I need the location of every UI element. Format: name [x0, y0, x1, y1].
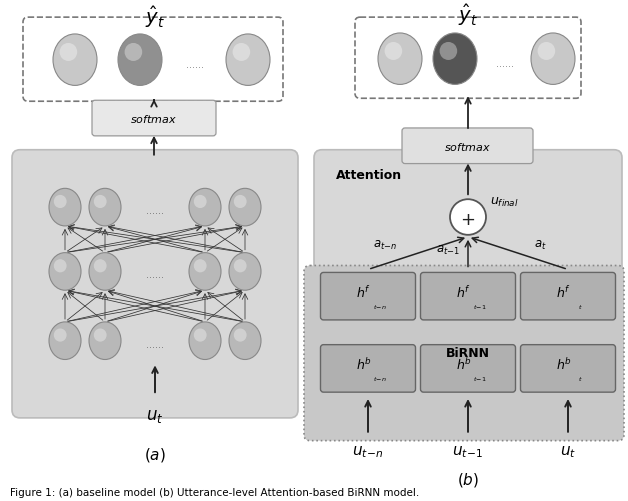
Circle shape	[450, 200, 486, 235]
Ellipse shape	[234, 329, 247, 342]
Text: $h^f$: $h^f$	[556, 285, 571, 301]
Text: Figure 1: (a) baseline model (b) Utterance-level Attention-based BiRNN model.: Figure 1: (a) baseline model (b) Utteran…	[10, 487, 420, 497]
FancyBboxPatch shape	[320, 273, 416, 320]
FancyBboxPatch shape	[402, 129, 533, 164]
Text: $_{t\!-\!1}$: $_{t\!-\!1}$	[473, 302, 487, 311]
Ellipse shape	[189, 253, 221, 291]
Text: $u_{final}$: $u_{final}$	[490, 195, 519, 208]
Text: ......: ......	[186, 60, 204, 70]
FancyBboxPatch shape	[421, 345, 516, 392]
Text: $_{t\!-\!1}$: $_{t\!-\!1}$	[473, 374, 487, 383]
FancyBboxPatch shape	[521, 273, 615, 320]
Ellipse shape	[54, 260, 67, 273]
Ellipse shape	[94, 329, 107, 342]
Ellipse shape	[94, 195, 107, 208]
Text: $h^f$: $h^f$	[457, 285, 472, 301]
Ellipse shape	[89, 189, 121, 226]
Text: $h^b$: $h^b$	[456, 357, 472, 373]
Text: $(b)$: $(b)$	[457, 470, 479, 488]
Text: $u_{t\!-\!1}$: $u_{t\!-\!1}$	[452, 444, 484, 459]
Ellipse shape	[194, 260, 207, 273]
Text: ......: ......	[146, 270, 164, 280]
Ellipse shape	[89, 322, 121, 360]
FancyBboxPatch shape	[421, 273, 516, 320]
Ellipse shape	[54, 329, 67, 342]
Ellipse shape	[54, 195, 67, 208]
Text: ......: ......	[146, 339, 164, 349]
Text: +: +	[460, 210, 475, 228]
Ellipse shape	[531, 34, 575, 85]
Text: $h^b$: $h^b$	[356, 357, 372, 373]
FancyBboxPatch shape	[314, 150, 622, 359]
Ellipse shape	[384, 43, 402, 61]
Text: $softmax$: $softmax$	[131, 113, 178, 125]
Ellipse shape	[189, 322, 221, 360]
Ellipse shape	[378, 34, 422, 85]
Ellipse shape	[124, 44, 142, 62]
Ellipse shape	[229, 189, 261, 226]
FancyBboxPatch shape	[92, 101, 216, 137]
Ellipse shape	[433, 34, 477, 85]
Text: BiRNN: BiRNN	[446, 346, 490, 359]
Ellipse shape	[49, 189, 81, 226]
Ellipse shape	[194, 329, 207, 342]
Text: $softmax$: $softmax$	[445, 140, 492, 152]
Ellipse shape	[234, 195, 247, 208]
Text: $_{t\!-\!n}$: $_{t\!-\!n}$	[373, 302, 387, 311]
Ellipse shape	[229, 322, 261, 360]
Ellipse shape	[234, 260, 247, 273]
FancyBboxPatch shape	[355, 18, 581, 99]
Ellipse shape	[49, 253, 81, 291]
Text: $h^b$: $h^b$	[556, 357, 572, 373]
Ellipse shape	[53, 35, 97, 86]
Text: $(a)$: $(a)$	[144, 445, 166, 463]
Text: $\hat{y}_t$: $\hat{y}_t$	[458, 2, 478, 28]
Text: $a_{t\!-\!1}$: $a_{t\!-\!1}$	[436, 243, 460, 257]
Ellipse shape	[194, 195, 207, 208]
Ellipse shape	[89, 253, 121, 291]
Ellipse shape	[49, 322, 81, 360]
Text: $a_{t\!-\!n}$: $a_{t\!-\!n}$	[373, 238, 398, 252]
Text: ......: ......	[146, 206, 164, 215]
FancyBboxPatch shape	[521, 345, 615, 392]
Ellipse shape	[94, 260, 107, 273]
Text: $_t$: $_t$	[578, 374, 582, 383]
Text: $u_t$: $u_t$	[146, 406, 164, 424]
Ellipse shape	[538, 43, 555, 61]
Text: $_{t\!-\!n}$: $_{t\!-\!n}$	[373, 374, 387, 383]
Text: $u_t$: $u_t$	[560, 444, 576, 459]
Ellipse shape	[118, 35, 162, 86]
Text: ......: ......	[496, 59, 514, 69]
Ellipse shape	[440, 43, 457, 61]
Ellipse shape	[229, 253, 261, 291]
Text: $h^f$: $h^f$	[357, 285, 372, 301]
FancyBboxPatch shape	[320, 345, 416, 392]
FancyBboxPatch shape	[23, 18, 283, 102]
Text: $\hat{y}_t$: $\hat{y}_t$	[145, 4, 165, 30]
Ellipse shape	[226, 35, 270, 86]
Ellipse shape	[232, 44, 250, 62]
FancyBboxPatch shape	[12, 150, 298, 418]
Ellipse shape	[189, 189, 221, 226]
Text: $_t$: $_t$	[578, 302, 582, 311]
Ellipse shape	[60, 44, 77, 62]
Text: $u_{t\!-\!n}$: $u_{t\!-\!n}$	[352, 444, 384, 459]
Text: $a_t$: $a_t$	[534, 238, 546, 252]
Text: Attention: Attention	[336, 169, 402, 181]
FancyBboxPatch shape	[304, 266, 624, 441]
